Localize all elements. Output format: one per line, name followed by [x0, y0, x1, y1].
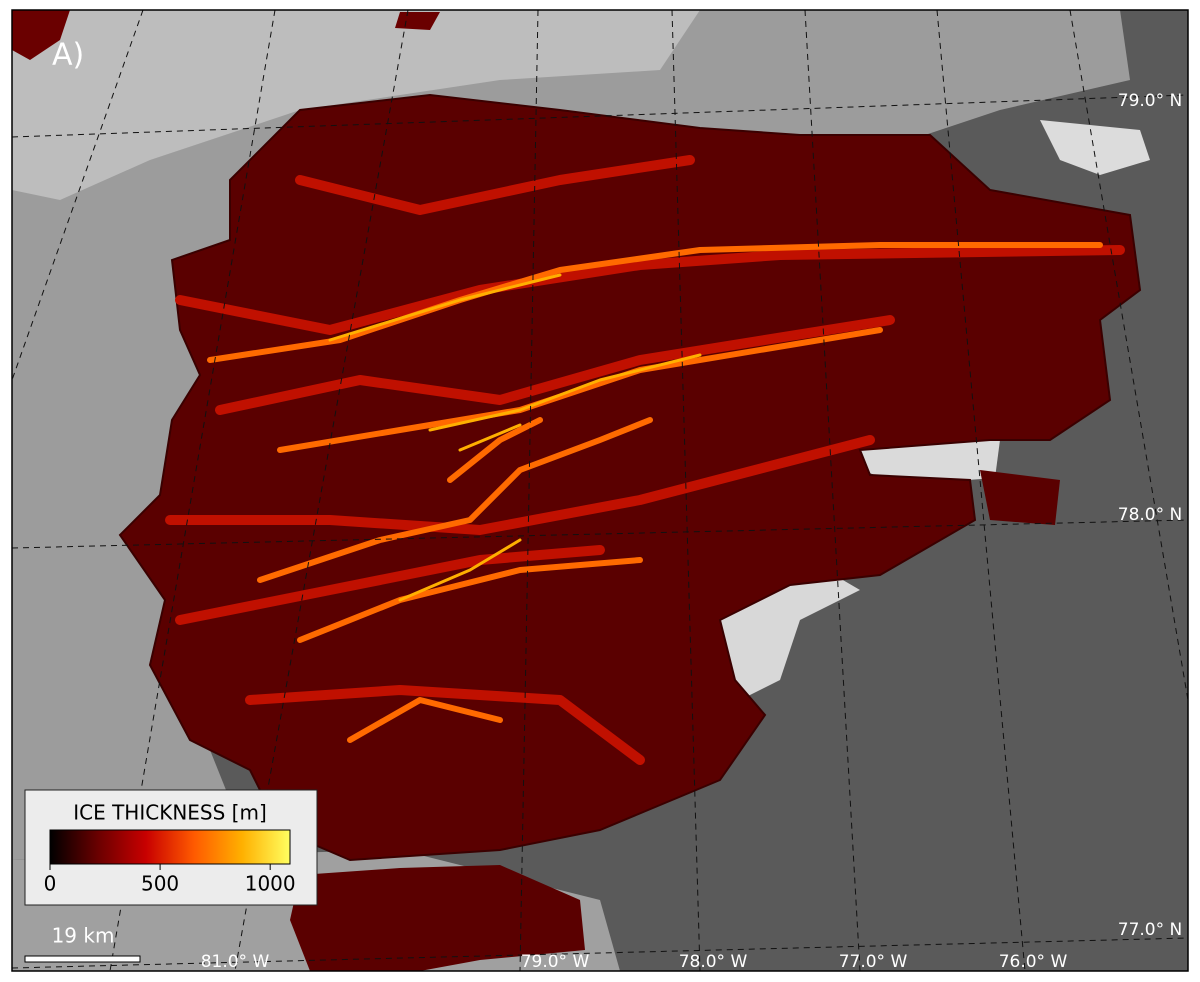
colorbar-tick-label: 1000 — [245, 872, 296, 896]
land-highlands — [12, 10, 700, 200]
longitude-label: 78.0° W — [679, 952, 748, 972]
scale-bar — [24, 955, 141, 963]
colorbar-legend: ICE THICKNESS [m] 0 500 1000 — [24, 789, 318, 906]
colorbar-title: ICE THICKNESS [m] — [73, 801, 267, 825]
latitude-label: 78.0° N — [1118, 505, 1182, 525]
ice-cap — [980, 470, 1060, 525]
longitude-label: 76.0° W — [999, 952, 1068, 972]
panel-label: A) — [52, 38, 84, 73]
longitude-label: 77.0° W — [839, 952, 908, 972]
frame — [11, 9, 1189, 972]
longitude-label: 81.0° W — [201, 952, 270, 972]
ice-patch — [12, 10, 440, 60]
parallel — [12, 94, 1188, 138]
latitude-label: 79.0° N — [1118, 91, 1182, 111]
ice-shelf — [860, 440, 1000, 485]
ice-cap-south — [290, 865, 585, 971]
meridian — [12, 10, 1188, 971]
parallel — [12, 937, 1188, 969]
colorbar — [49, 829, 291, 865]
sea-ice — [1040, 120, 1150, 175]
ice-streams — [165, 155, 1125, 765]
parallel — [12, 519, 1188, 549]
colorbar-tick-label: 500 — [141, 872, 179, 896]
latitude-label: 77.0° N — [1118, 920, 1182, 940]
longitude-label: 79.0° W — [521, 952, 590, 972]
ice-cap — [118, 93, 1142, 862]
graticule — [12, 10, 1188, 971]
colorbar-tick-label: 0 — [44, 872, 57, 896]
scale-bar-label: 19 km — [52, 924, 115, 948]
